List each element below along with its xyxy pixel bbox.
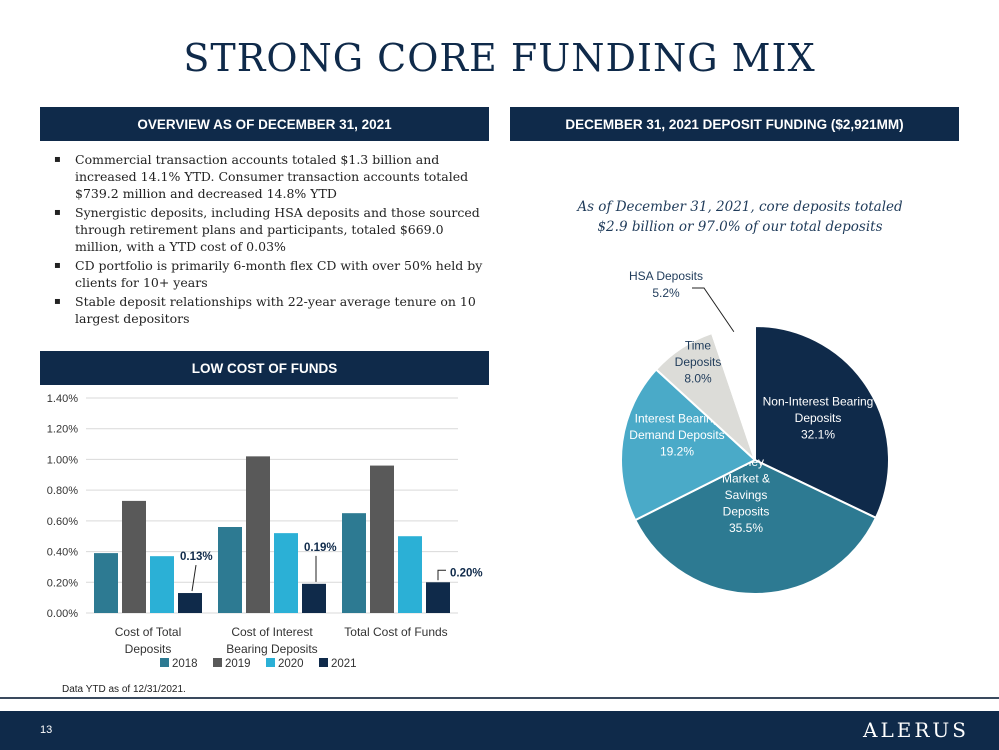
pie-slice bbox=[710, 324, 756, 461]
x-tick-label: Deposits bbox=[125, 642, 172, 656]
x-tick-label: Cost of Total bbox=[115, 625, 181, 639]
deposit-funding-header: DECEMBER 31, 2021 DEPOSIT FUNDING ($2,92… bbox=[510, 107, 959, 141]
footer-rule bbox=[0, 697, 999, 699]
data-note: Data YTD as of 12/31/2021. bbox=[62, 684, 186, 695]
bar-2021 bbox=[302, 583, 326, 613]
x-tick-label: Cost of Interest bbox=[231, 625, 313, 639]
leader-line bbox=[437, 569, 446, 581]
pie-label: 35.5% bbox=[729, 521, 763, 535]
page-title: STRONG CORE FUNDING MIX bbox=[183, 36, 816, 80]
pie-label: Deposits bbox=[795, 411, 842, 425]
pie-label: Deposits bbox=[723, 505, 770, 519]
y-tick-label: 1.40% bbox=[47, 393, 78, 405]
page-number: 13 bbox=[40, 724, 53, 736]
bar-2020 bbox=[398, 536, 422, 613]
note-line: As of December 31, 2021, core deposits t… bbox=[577, 199, 903, 215]
pie-label: 19.2% bbox=[660, 445, 694, 459]
cost-of-funds-bar-chart: 0.00% 0.20% 0.40% 0.60% 0.80% 1.00% 1.20% 1.40%… bbox=[47, 393, 483, 670]
legend-label: 2021 bbox=[331, 658, 357, 670]
y-tick-label: 0.00% bbox=[47, 608, 78, 620]
y-tick-label: 0.20% bbox=[47, 577, 78, 589]
overview-header: OVERVIEW AS OF DECEMBER 31, 2021 bbox=[40, 107, 489, 141]
bullet-text: Synergistic deposits, including HSA depo… bbox=[75, 205, 480, 254]
bar-2020 bbox=[274, 533, 298, 613]
legend-swatch bbox=[266, 658, 275, 667]
legend-label: 2019 bbox=[225, 658, 251, 670]
bar-2021 bbox=[178, 593, 202, 613]
legend-label: 2018 bbox=[172, 658, 198, 670]
pie-label: 5.2% bbox=[652, 286, 680, 300]
leader-line bbox=[191, 564, 197, 592]
pie-label: Deposits bbox=[675, 355, 722, 369]
bar-2018 bbox=[94, 553, 118, 613]
pie-label: Non-Interest Bearing bbox=[763, 395, 874, 409]
bar-2019 bbox=[370, 465, 394, 613]
deposit-funding-pie-chart: Non-Interest BearingDeposits32.1%MoneyMa… bbox=[620, 269, 890, 595]
bar-2020 bbox=[150, 556, 174, 613]
y-tick-label: 0.40% bbox=[47, 547, 78, 559]
bar-2018 bbox=[218, 527, 242, 613]
bullet-item: ▪ Commercial transaction accounts totaled… bbox=[50, 151, 490, 202]
legend-swatch bbox=[213, 658, 222, 667]
pie-label: Interest Bearing bbox=[635, 412, 720, 426]
bar-2018 bbox=[342, 513, 366, 613]
low-cost-header: LOW COST OF FUNDS bbox=[40, 351, 489, 385]
bullet-text: Stable deposit relationships with 22-yea… bbox=[75, 294, 476, 326]
bullet-glyph: ▪ bbox=[54, 296, 61, 307]
pie-label: HSA Deposits bbox=[629, 269, 703, 283]
data-label: 0.13% bbox=[180, 551, 213, 563]
data-label: 0.19% bbox=[304, 542, 337, 554]
pie-label: Market & bbox=[722, 472, 770, 486]
leader-line bbox=[692, 287, 735, 333]
legend-swatch bbox=[160, 658, 169, 667]
x-tick-label: Total Cost of Funds bbox=[344, 625, 447, 639]
bullet-text: Commercial transaction accounts totaled … bbox=[75, 152, 469, 201]
core-deposits-note: As of December 31, 2021, core deposits t… bbox=[560, 197, 920, 237]
bar-2019 bbox=[246, 456, 270, 613]
overview-bullets: ▪ Commercial transaction accounts totaled… bbox=[50, 151, 490, 329]
bar-2019 bbox=[122, 500, 146, 613]
pie-label: Savings bbox=[725, 488, 768, 502]
data-label: 0.20% bbox=[450, 567, 483, 579]
y-tick-label: 1.00% bbox=[47, 454, 78, 466]
legend-swatch bbox=[319, 658, 328, 667]
bar-2021 bbox=[426, 582, 450, 613]
bullet-item: ▪ Stable deposit relationships with 22-ye… bbox=[50, 293, 490, 327]
y-tick-label: 0.60% bbox=[47, 516, 78, 528]
x-tick-label: Bearing Deposits bbox=[226, 642, 317, 656]
pie-slice bbox=[633, 458, 878, 595]
bullet-glyph: ▪ bbox=[54, 207, 61, 218]
footer-bar bbox=[0, 711, 999, 750]
y-tick-label: 1.20% bbox=[47, 424, 78, 436]
legend-label: 2020 bbox=[278, 658, 304, 670]
pie-label: Demand Deposits bbox=[629, 428, 724, 442]
note-line: $2.9 billion or 97.0% of our total depos… bbox=[597, 219, 883, 235]
bullet-item: ▪ Synergistic deposits, including HSA dep… bbox=[50, 204, 490, 255]
bullet-item: ▪ CD portfolio is primarily 6-month flex … bbox=[50, 257, 490, 291]
pie-label: Time bbox=[685, 339, 712, 353]
brand-logo: ALERUS bbox=[863, 718, 969, 742]
pie-slice bbox=[754, 324, 890, 520]
y-tick-label: 0.80% bbox=[47, 485, 78, 497]
pie-label: 8.0% bbox=[684, 372, 712, 386]
bullet-text: CD portfolio is primarily 6-month flex C… bbox=[75, 258, 483, 290]
pie-slice bbox=[620, 368, 757, 522]
pie-label: 32.1% bbox=[801, 428, 835, 442]
bullet-glyph: ▪ bbox=[54, 154, 61, 165]
bullet-glyph: ▪ bbox=[54, 260, 61, 271]
